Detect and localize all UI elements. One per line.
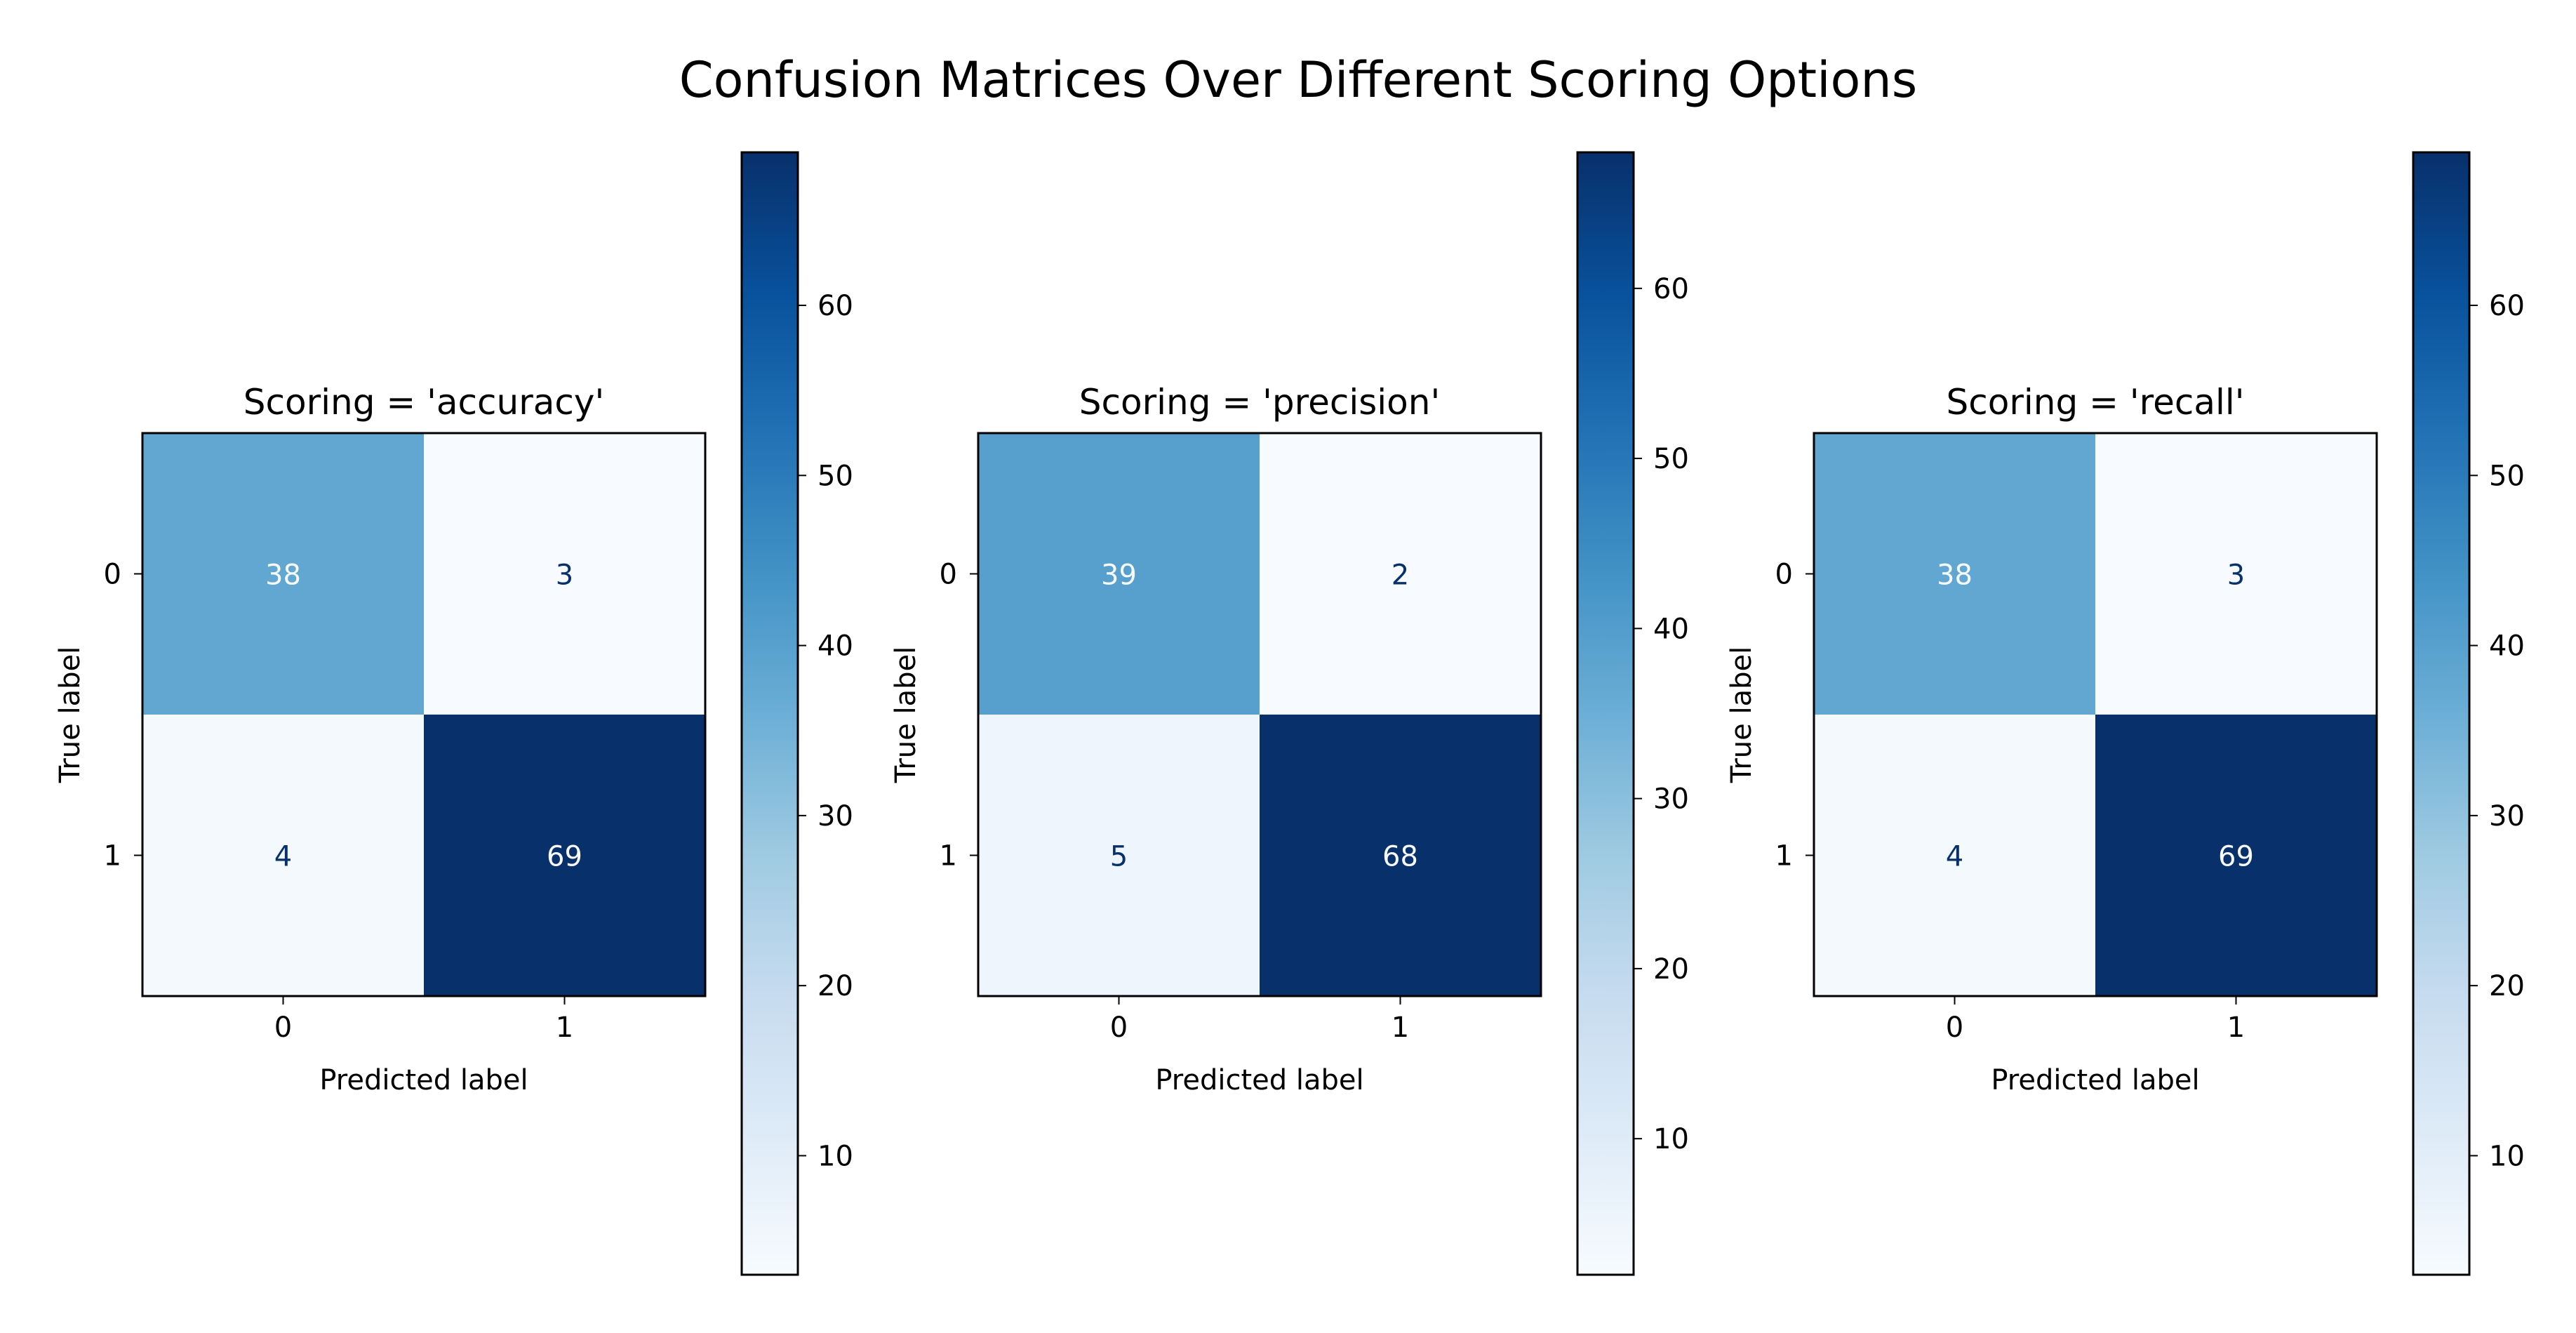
matrix-cell xyxy=(424,715,705,996)
matrix-frame xyxy=(1813,432,2378,997)
matrix-frame xyxy=(141,432,707,997)
panel-1: Scoring = 'precision'39 25 680 101Predicted… xyxy=(890,151,1689,1276)
colorbar-tick-label: 50 xyxy=(2489,460,2525,492)
y-axis-label: True label xyxy=(54,646,86,783)
colorbar xyxy=(1577,152,1634,1275)
cell-value-label: 4 xyxy=(1946,841,1963,873)
y-tick-label: 1 xyxy=(1775,840,1793,873)
panel-title: Scoring = 'accuracy' xyxy=(243,382,604,423)
y-tick-label: 0 xyxy=(104,559,121,591)
colorbar-tick-label: 50 xyxy=(817,460,853,492)
colorbar-tick-label: 40 xyxy=(817,630,853,663)
colorbar-tick-label: 40 xyxy=(1653,613,1689,645)
colorbar-frame xyxy=(740,151,799,1276)
x-tick-label: 1 xyxy=(556,1012,573,1044)
colorbar-tick-label: 30 xyxy=(2489,800,2525,833)
matrix-cell xyxy=(142,433,424,715)
matrix-cell xyxy=(2095,433,2377,715)
colorbar-tick-label: 20 xyxy=(817,970,853,1002)
cell-value-label: 69 xyxy=(2218,841,2254,873)
cell-value-label: 3 xyxy=(2227,559,2245,592)
x-tick-label: 0 xyxy=(274,1012,292,1044)
matrix-frame xyxy=(977,432,1542,997)
x-tick-label: 0 xyxy=(1946,1012,1963,1044)
cell-value-label: 38 xyxy=(265,559,301,592)
x-axis-label: Predicted label xyxy=(1991,1064,2199,1096)
figure-title: Confusion Matrices Over Different Scorin… xyxy=(679,51,1917,109)
matrix-cell xyxy=(1260,715,1541,996)
colorbar-frame xyxy=(1576,151,1635,1276)
colorbar-tick-label: 60 xyxy=(2489,290,2525,322)
matrix-cell xyxy=(1814,433,2095,715)
matrix-cell xyxy=(1814,715,2095,996)
x-tick-label: 1 xyxy=(2227,1012,2245,1044)
cell-value-label: 3 xyxy=(556,559,573,592)
colorbar-tick-label: 50 xyxy=(1653,443,1689,475)
y-tick-label: 0 xyxy=(940,559,957,591)
y-tick-label: 1 xyxy=(940,840,957,873)
colorbar-tick-label: 30 xyxy=(1653,783,1689,816)
colorbar-tick-label: 20 xyxy=(1653,953,1689,986)
colorbar xyxy=(2413,152,2469,1275)
cell-value-label: 39 xyxy=(1101,559,1137,592)
colorbar-tick-label: 30 xyxy=(817,800,853,833)
colorbar-frame xyxy=(2412,151,2471,1276)
cell-value-label: 4 xyxy=(274,841,292,873)
cell-value-label: 38 xyxy=(1937,559,1973,592)
x-axis-label: Predicted label xyxy=(319,1064,528,1096)
colorbar-tick-label: 20 xyxy=(2489,970,2525,1002)
panel-title: Scoring = 'recall' xyxy=(1947,382,2245,423)
colorbar-tick-label: 60 xyxy=(1653,273,1689,305)
cell-value-label: 68 xyxy=(1382,841,1418,873)
colorbar-tick-label: 40 xyxy=(2489,630,2525,663)
matrix-cell xyxy=(1260,433,1541,715)
matrix-cell xyxy=(424,433,705,715)
panel-title: Scoring = 'precision' xyxy=(1079,382,1440,423)
panel-0: Scoring = 'accuracy'38 34 690 101Predicted … xyxy=(54,151,853,1276)
matrix-cell xyxy=(978,715,1260,996)
confusion-matrix-panels: Scoring = 'accuracy'38 34 690 101Predicted … xyxy=(54,151,2525,1276)
colorbar-tick-label: 60 xyxy=(817,290,853,322)
x-tick-label: 1 xyxy=(1392,1012,1409,1044)
cell-value-label: 69 xyxy=(547,841,582,873)
colorbar-tick-label: 10 xyxy=(1653,1123,1689,1155)
y-tick-label: 1 xyxy=(104,840,121,873)
colorbar-tick-label: 10 xyxy=(817,1140,853,1172)
matrix-cell xyxy=(978,433,1260,715)
cell-value-label: 2 xyxy=(1392,559,1409,592)
x-axis-label: Predicted label xyxy=(1155,1064,1363,1096)
y-tick-label: 0 xyxy=(1775,559,1793,591)
cell-value-label: 5 xyxy=(1110,841,1128,873)
matrix-cell xyxy=(2095,715,2377,996)
colorbar-tick-label: 10 xyxy=(2489,1140,2525,1172)
y-axis-label: True label xyxy=(890,646,922,783)
matrix-cell xyxy=(142,715,424,996)
x-tick-label: 0 xyxy=(1110,1012,1128,1044)
colorbar xyxy=(742,152,798,1275)
y-axis-label: True label xyxy=(1726,646,1758,783)
